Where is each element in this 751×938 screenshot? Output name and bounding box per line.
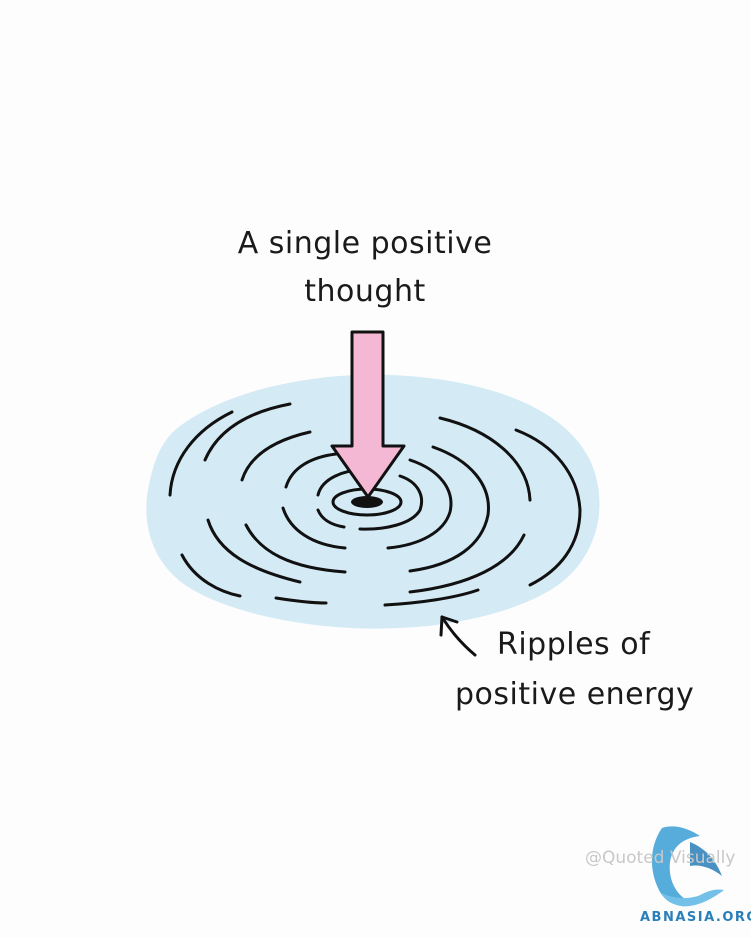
pointer-arrow-icon (439, 615, 477, 657)
ripple-ring-4c (244, 523, 347, 574)
ripple-ring-5d (206, 518, 302, 584)
abnasia-logo-icon (651, 826, 724, 907)
ripple-rings (168, 402, 582, 607)
top-label-line-1: A single positive (237, 226, 493, 261)
ripple-ring-3b (386, 458, 453, 550)
ripple-ring-2b (358, 474, 424, 531)
ripple-ring-5c (408, 533, 526, 594)
ripple-ring-4b (408, 445, 490, 573)
top-label-line-2: thought (304, 274, 426, 309)
ripple-ring-2c (316, 508, 346, 529)
ripple-ring-6d (383, 588, 480, 607)
ripple-ring-6e (274, 596, 328, 605)
bottom-label-line-1: Ripples of (497, 627, 651, 662)
ripple-ring-3 (284, 452, 338, 489)
ripple-ring-5 (203, 402, 292, 462)
ripple-ring-3c (281, 506, 347, 550)
watermark-credit: @Quoted Visually (585, 848, 736, 868)
top-label: A single positive thought (200, 220, 530, 316)
down-arrow-icon (330, 330, 406, 499)
bottom-label-line-2: positive energy (455, 677, 695, 712)
ripple-ring-4 (240, 430, 312, 482)
bottom-label: Ripples of positive energy (455, 620, 725, 720)
ripple-ring-6c (180, 553, 242, 598)
drop-center (351, 496, 383, 508)
ripple-ring-5b (438, 416, 532, 502)
watermark-logo-text: ABNASIA.ORG (640, 910, 751, 925)
ripple-ring-6 (168, 410, 234, 497)
ripple-ring-6b (514, 428, 582, 587)
